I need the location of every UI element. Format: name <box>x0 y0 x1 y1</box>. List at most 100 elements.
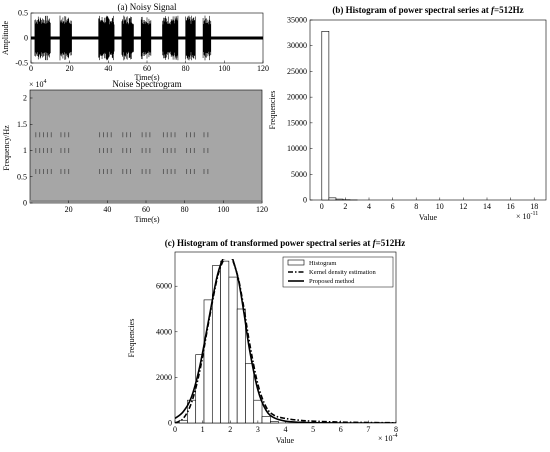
spectrogram-y-exponent: × 104 <box>29 79 47 89</box>
histogram-transformed-x-tick-label: 2 <box>228 425 232 434</box>
histogram-transformed-x-tick-label: 3 <box>256 425 260 434</box>
spectrogram-x-tick-label: 40 <box>103 205 111 214</box>
histogram-transformed-x-tick-label: 4 <box>284 425 288 434</box>
histogram-power-x-tick-label: 12 <box>459 202 467 211</box>
histogram-transformed-y-ticks: 0 2000 4000 6000 <box>156 282 178 428</box>
histogram-power-y-tick-label: 30000 <box>287 41 307 50</box>
histogram-transformed-y-tick-label: 4000 <box>156 327 172 336</box>
spectrogram-y-tick-label: 1.5 <box>17 120 27 129</box>
histogram-power-x-tick-label: 10 <box>436 202 444 211</box>
histogram-transformed-y-tick-label: 6000 <box>156 282 172 291</box>
histogram-transformed-x-tick-label: 0 <box>173 425 177 434</box>
histogram-transformed-bar <box>203 299 213 424</box>
histogram-power-y-tick-label: 0 <box>303 196 307 205</box>
noisy-signal-ylabel: Amplitude <box>1 20 10 55</box>
spectrogram-x-tick-label: 80 <box>181 205 189 214</box>
proposed-method-curve <box>175 259 396 423</box>
histogram-transformed-bar <box>236 308 246 424</box>
spectrogram-x-tick-label: 20 <box>65 205 73 214</box>
spectrogram-chart: Noise Spectrogram × 104 20 40 60 80 100 120 0… <box>2 79 268 224</box>
noisy-signal-y-ticks: -0.5 0 0.5 <box>15 9 34 68</box>
histogram-transformed-x-tick-label: 7 <box>366 425 370 434</box>
noisy-signal-x-tick-label: 100 <box>218 64 230 73</box>
noisy-signal-title: (a) Noisy Signal <box>118 2 177 12</box>
noisy-signal-y-tick-label: 0 <box>24 34 28 43</box>
histogram-power-y-tick-label: 10000 <box>287 144 307 153</box>
histogram-power-bar <box>335 198 344 201</box>
histogram-power-x-tick-label: 4 <box>367 202 371 211</box>
spectrogram-x-tick-label: 60 <box>142 205 150 214</box>
noisy-signal-x-tick-label: 80 <box>182 64 190 73</box>
noisy-signal-x-tick-label: 20 <box>66 64 74 73</box>
histogram-power-y-tick-label: 20000 <box>287 93 307 102</box>
noisy-signal-x-tick-label: 120 <box>257 64 269 73</box>
histogram-power-x-tick-label: 0 <box>320 202 324 211</box>
histogram-transformed-bars <box>178 260 279 424</box>
spectrogram-y-ticks: 0 0.5 1 1.5 2 <box>17 94 33 208</box>
histogram-power-x-tick-label: 6 <box>391 202 395 211</box>
histogram-transformed-x-tick-label: 5 <box>311 425 315 434</box>
histogram-power-x-exponent: × 10-11 <box>516 211 538 221</box>
histogram-power-y-tick-label: 35000 <box>287 16 307 25</box>
noisy-signal-x-tick-label: 0 <box>29 64 33 73</box>
legend-kde-label: Kernel density estimation <box>309 269 377 276</box>
histogram-transformed-x-exponent: × 10-4 <box>378 433 398 443</box>
histogram-power-y-ticks: 0 5000 10000 15000 20000 25000 30000 35000 <box>287 16 313 205</box>
noisy-signal-chart: (a) Noisy Signal 0 20 40 60 80 100 120 -0.500.… <box>1 2 269 82</box>
histogram-power-ylabel: Frequencies <box>268 91 277 130</box>
histogram-power-title: (b) Histogram of power spectral series a… <box>332 5 523 15</box>
histogram-power-x-ticks: 0 2 4 6 8 10 12 14 16 18 <box>320 197 538 211</box>
histogram-transformed-bar <box>253 399 263 424</box>
histogram-power-y-tick-label: 25000 <box>287 67 307 76</box>
noisy-signal-y-tick-label: 0.5 <box>18 9 28 18</box>
histogram-power-plot-area <box>309 19 547 201</box>
noisy-signal-x-tick-label: 60 <box>143 64 151 73</box>
histogram-power-x-tick-label: 16 <box>507 202 515 211</box>
histogram-transformed-bar <box>261 416 271 424</box>
histogram-power-x-tick-label: 18 <box>530 202 538 211</box>
histogram-power-bar <box>328 197 337 201</box>
spectrogram-x-tick-label: 100 <box>217 205 229 214</box>
noisy-signal-x-ticks: 0 20 40 60 80 100 120 <box>29 60 269 73</box>
histogram-transformed-y-tick-label: 2000 <box>156 373 172 382</box>
legend-histogram-swatch <box>287 259 305 266</box>
histogram-power-y-tick-label: 15000 <box>287 118 307 127</box>
spectrogram-x-ticks: 20 40 60 80 100 120 <box>65 200 268 214</box>
histogram-power-bar <box>321 31 330 201</box>
histogram-transformed-x-tick-label: 1 <box>201 425 205 434</box>
spectrogram-y-tick-label: 0.5 <box>17 172 27 181</box>
histogram-transformed-chart: (c) Histogram of transformed power spect… <box>127 238 405 445</box>
noisy-signal-y-tick-label: -0.5 <box>15 59 28 68</box>
histogram-power-x-tick-label: 14 <box>483 202 491 211</box>
histogram-power-y-tick-label: 5000 <box>291 170 307 179</box>
histogram-transformed-bar <box>211 265 221 424</box>
histogram-transformed-x-ticks: 0 1 2 3 4 5 6 7 8 <box>173 420 398 434</box>
spectrogram-y-tick-label: 0 <box>23 199 27 208</box>
spectrogram-y-tick-label: 2 <box>23 94 27 103</box>
histogram-transformed-bar <box>220 260 230 424</box>
histogram-power-xlabel: Value <box>419 213 438 222</box>
legend-proposed-label: Proposed method <box>309 278 355 285</box>
histogram-transformed-bar <box>245 363 255 424</box>
histogram-transformed-x-tick-label: 8 <box>394 425 398 434</box>
histogram-power-bars <box>321 31 358 201</box>
spectrogram-xlabel: Time(s) <box>134 215 159 224</box>
histogram-power-x-tick-label: 8 <box>414 202 418 211</box>
histogram-transformed-title: (c) Histogram of transformed power spect… <box>165 238 405 248</box>
noisy-signal-x-tick-label: 40 <box>104 64 112 73</box>
histogram-transformed-bar <box>178 419 188 424</box>
histogram-transformed-xlabel: Value <box>276 436 295 445</box>
spectrogram-ylabel: Frequency/Hz <box>2 125 11 171</box>
spectrogram-title: Noise Spectrogram <box>112 79 181 89</box>
spectrogram-plot-area <box>29 89 263 204</box>
histogram-transformed-bar <box>270 421 279 424</box>
spectrogram-x-tick-label: 120 <box>256 205 268 214</box>
histogram-transformed-x-tick-label: 6 <box>339 425 343 434</box>
spectrogram-y-tick-label: 1 <box>23 146 27 155</box>
histogram-power-x-tick-label: 2 <box>343 202 347 211</box>
histogram-transformed-ylabel: Frequencies <box>127 319 136 358</box>
noisy-signal-waveform <box>31 15 263 61</box>
histogram-transformed-y-tick-label: 0 <box>168 419 172 428</box>
legend: Histogram Kernel density estimation Prop… <box>282 256 394 288</box>
